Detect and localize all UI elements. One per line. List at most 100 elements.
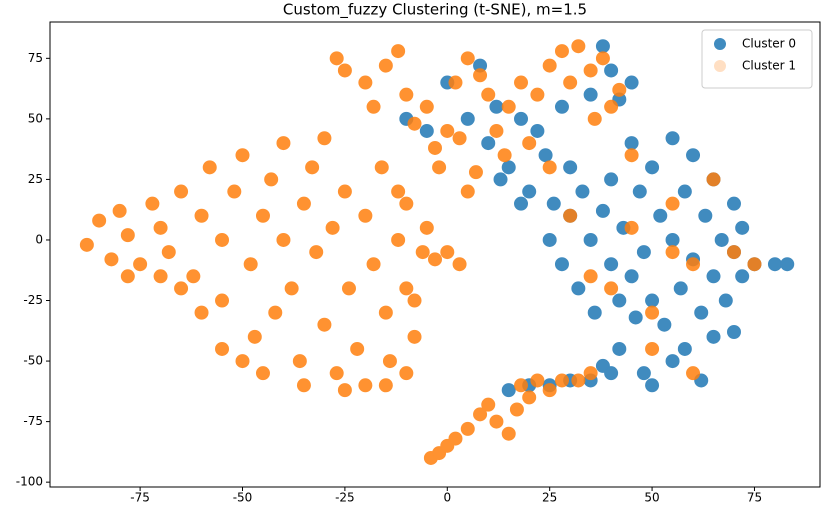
point: [522, 184, 537, 199]
point: [419, 220, 434, 235]
legend-label: Cluster 0: [742, 37, 796, 51]
point: [481, 397, 496, 412]
point: [780, 257, 795, 272]
point: [694, 305, 709, 320]
point: [706, 269, 721, 284]
point: [399, 87, 414, 102]
point: [718, 293, 733, 308]
point: [530, 373, 545, 388]
point: [440, 123, 455, 138]
point: [563, 160, 578, 175]
point: [374, 160, 389, 175]
y-tick-label: 75: [28, 51, 43, 65]
point: [665, 245, 680, 260]
point: [235, 148, 250, 163]
point: [595, 203, 610, 218]
point: [337, 184, 352, 199]
point: [366, 257, 381, 272]
point: [153, 269, 168, 284]
point: [587, 111, 602, 126]
point: [686, 148, 701, 163]
point: [542, 160, 557, 175]
series: [399, 39, 795, 398]
point: [309, 245, 324, 260]
point: [665, 232, 680, 247]
y-tick-label: -25: [23, 293, 43, 307]
point: [612, 293, 627, 308]
point: [612, 82, 627, 97]
point: [554, 257, 569, 272]
point: [571, 281, 586, 296]
point: [514, 111, 529, 126]
point: [174, 281, 189, 296]
point: [645, 341, 660, 356]
point: [194, 305, 209, 320]
point: [292, 354, 307, 369]
point: [264, 172, 279, 187]
point: [563, 75, 578, 90]
point: [686, 257, 701, 272]
point: [255, 366, 270, 381]
point: [677, 184, 692, 199]
point: [194, 208, 209, 223]
point: [665, 196, 680, 211]
point: [624, 75, 639, 90]
point: [186, 269, 201, 284]
point: [460, 421, 475, 436]
point: [407, 116, 422, 131]
point: [612, 341, 627, 356]
point: [673, 281, 688, 296]
legend-box: [701, 29, 813, 89]
point: [587, 305, 602, 320]
point: [227, 184, 242, 199]
x-tick-label: -50: [233, 491, 253, 505]
point: [583, 269, 598, 284]
point: [161, 245, 176, 260]
point: [501, 160, 516, 175]
point: [329, 366, 344, 381]
point: [366, 99, 381, 114]
point: [624, 136, 639, 151]
point: [153, 220, 168, 235]
point: [337, 383, 352, 398]
y-tick-label: 0: [35, 232, 43, 246]
point: [255, 208, 270, 223]
chart-title: Custom_fuzzy Clustering (t-SNE), m=1.5: [283, 1, 587, 20]
point: [296, 378, 311, 393]
point: [215, 341, 230, 356]
y-tick-label: -100: [16, 475, 43, 489]
point: [79, 237, 94, 252]
point: [628, 310, 643, 325]
point: [554, 373, 569, 388]
point: [509, 402, 524, 417]
point: [452, 257, 467, 272]
point: [714, 232, 729, 247]
point: [473, 407, 488, 422]
legend-marker: [714, 60, 726, 72]
point: [92, 213, 107, 228]
point: [489, 123, 504, 138]
point: [514, 75, 529, 90]
x-tick-label: 0: [443, 491, 451, 505]
point: [120, 228, 135, 243]
point: [624, 269, 639, 284]
point: [276, 232, 291, 247]
point: [735, 220, 750, 235]
point: [538, 148, 553, 163]
point: [448, 75, 463, 90]
point: [501, 99, 516, 114]
point: [571, 373, 586, 388]
point: [133, 257, 148, 272]
point: [624, 148, 639, 163]
point: [112, 203, 127, 218]
point: [284, 281, 299, 296]
point: [530, 87, 545, 102]
point: [726, 245, 741, 260]
point: [407, 293, 422, 308]
point: [554, 44, 569, 59]
point: [595, 39, 610, 54]
point: [604, 366, 619, 381]
point: [530, 123, 545, 138]
point: [665, 131, 680, 146]
point: [501, 426, 516, 441]
